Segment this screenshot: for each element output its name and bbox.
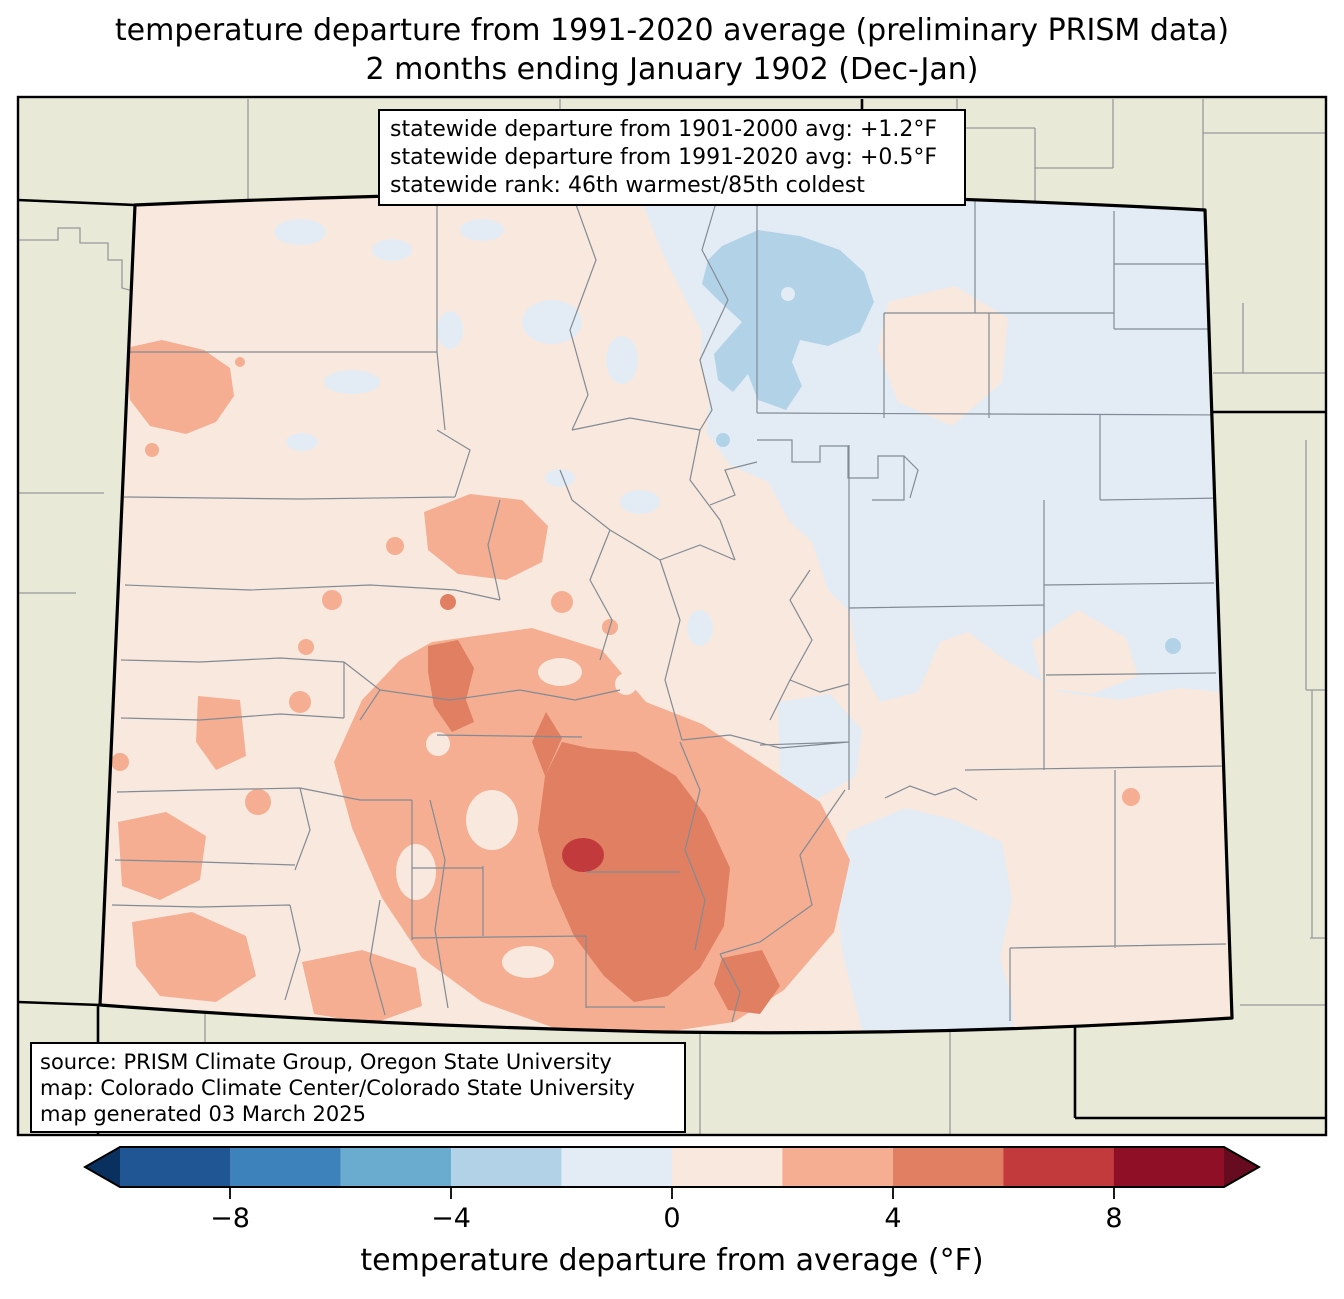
axes-frame (16, 95, 1328, 1137)
source-line-3: map generated 03 March 2025 (40, 1102, 367, 1126)
colorbar-below-range-arrow (85, 1147, 120, 1187)
fill-cool-patches-west (274, 219, 862, 800)
fill-cold-north-blob (702, 230, 1181, 654)
figure-title-line2: 2 months ending January 1902 (Dec-Jan) (365, 52, 979, 87)
stats-line-1: statewide departure from 1901-2000 avg: … (390, 117, 938, 142)
colorado-county-lines (111, 195, 1227, 1023)
source-line-1: source: PRISM Climate Group, Oregon Stat… (40, 1050, 612, 1074)
fill-hottest-spot (562, 838, 604, 872)
colorbar-axis-label: temperature departure from average (°F) (360, 1243, 984, 1278)
colorbar-tick-label-neg8: −8 (210, 1203, 250, 1234)
fill-cool-southcentral (836, 808, 1014, 1030)
figure-title-line1: temperature departure from 1991-2020 ave… (114, 13, 1230, 48)
statewide-stats-box: statewide departure from 1901-2000 avg: … (378, 109, 966, 206)
colorbar-ticks (229, 1187, 1115, 1199)
fill-warm-island-east (1032, 610, 1138, 694)
stats-line-3: statewide rank: 46th warmest/85th coldes… (390, 173, 865, 198)
source-line-2: map: Colorado Climate Center/Colorado St… (40, 1076, 635, 1100)
colorado-fill (100, 192, 1232, 1033)
fill-warm-island-ne (878, 286, 1008, 426)
source-attribution-box: source: PRISM Climate Group, Oregon Stat… (30, 1042, 686, 1133)
colorbar-above-range-arrow (1224, 1147, 1259, 1187)
fill-warm-region-holes (396, 658, 637, 978)
colorbar-outline (82, 1146, 1262, 1188)
colorbar-tick-label-8: 8 (1105, 1203, 1123, 1234)
colorbar-tick-label-4: 4 (884, 1203, 902, 1234)
colorbar-tick-label-neg4: −4 (431, 1203, 471, 1234)
stats-line-2: statewide departure from 1991-2020 avg: … (390, 145, 938, 170)
colorbar (82, 1146, 1262, 1199)
map-axes (18, 97, 1326, 1135)
colorbar-tick-label-0: 0 (663, 1203, 681, 1234)
